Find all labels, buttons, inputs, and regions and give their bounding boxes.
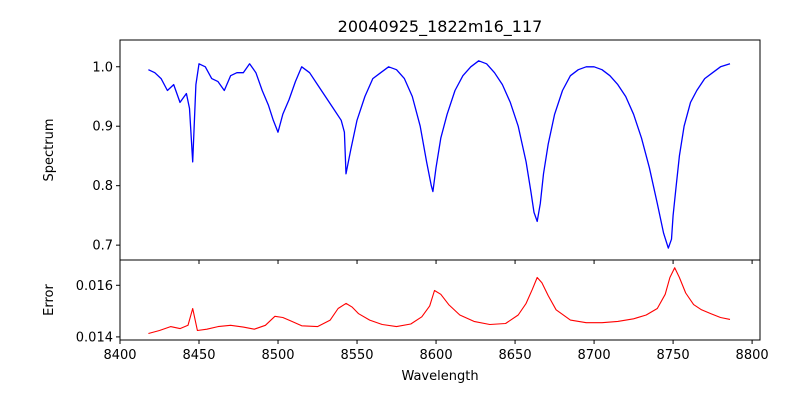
x-tick-label: 8400 [103, 348, 136, 363]
x-tick-label: 8650 [499, 348, 532, 363]
chart-title: 20040925_1822m16_117 [338, 17, 543, 37]
spectrum-panel: 0.7 0.8 0.9 1.0 Spectrum [42, 39, 761, 264]
error-y-tick-label: 0.016 [76, 279, 113, 294]
spectrum-y-ticks: 0.7 0.8 0.9 1.0 [92, 60, 120, 254]
spectrum-line [148, 60, 731, 249]
x-tick-label: 8600 [420, 348, 453, 363]
x-tick-label: 8450 [182, 348, 215, 363]
error-x-ticks: 8400 8450 8500 8550 8600 8650 8700 8750 8800 [103, 340, 769, 363]
error-y-tick-label: 0.014 [76, 330, 113, 345]
spectrum-axes-frame [119, 39, 761, 261]
spectrum-y-label: Spectrum [42, 119, 57, 182]
error-line [148, 267, 731, 335]
spectrum-y-tick-label: 0.8 [92, 179, 113, 194]
x-tick-label: 8700 [578, 348, 611, 363]
x-axis-label: Wavelength [401, 369, 478, 384]
spectrum-y-tick-label: 1.0 [92, 60, 113, 75]
x-tick-label: 8800 [736, 348, 769, 363]
x-tick-label: 8750 [657, 348, 690, 363]
spectrum-x-ticks [119, 260, 753, 264]
x-tick-label: 8500 [261, 348, 294, 363]
spectrum-y-tick-label: 0.7 [92, 239, 113, 254]
error-y-label: Error [42, 284, 57, 316]
x-tick-label: 8550 [340, 348, 373, 363]
spectrum-y-tick-label: 0.9 [92, 120, 113, 135]
error-y-ticks: 0.014 0.016 [76, 279, 120, 345]
error-axes-frame [119, 259, 761, 341]
